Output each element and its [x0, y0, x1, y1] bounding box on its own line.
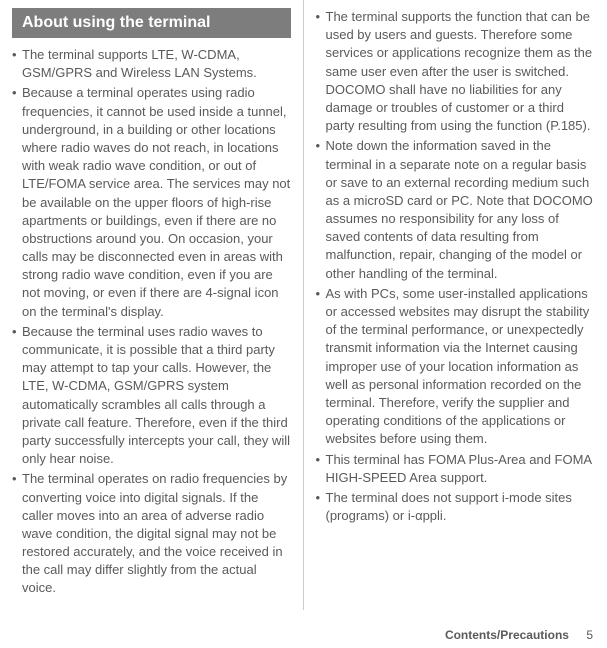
- list-item: The terminal does not support i-mode sit…: [316, 489, 596, 525]
- list-item: The terminal operates on radio frequenci…: [12, 470, 291, 597]
- list-item: Because a terminal operates using radio …: [12, 84, 291, 320]
- list-item: The terminal supports the function that …: [316, 8, 596, 135]
- list-item: Because the terminal uses radio waves to…: [12, 323, 291, 469]
- left-bullet-list: The terminal supports LTE, W-CDMA, GSM/G…: [12, 46, 291, 598]
- right-bullet-list: The terminal supports the function that …: [316, 8, 596, 525]
- footer-section-label: Contents/Precautions: [445, 628, 569, 642]
- section-header: About using the terminal: [12, 8, 291, 38]
- footer: Contents/Precautions 5: [445, 628, 593, 642]
- list-item: This terminal has FOMA Plus-Area and FOM…: [316, 451, 596, 487]
- footer-page-number: 5: [586, 628, 593, 642]
- list-item: As with PCs, some user-installed applica…: [316, 285, 596, 449]
- list-item: The terminal supports LTE, W-CDMA, GSM/G…: [12, 46, 291, 82]
- list-item: Note down the information saved in the t…: [316, 137, 596, 283]
- content-wrapper: About using the terminal The terminal su…: [0, 0, 607, 610]
- left-column: About using the terminal The terminal su…: [0, 0, 304, 610]
- right-column: The terminal supports the function that …: [304, 0, 607, 610]
